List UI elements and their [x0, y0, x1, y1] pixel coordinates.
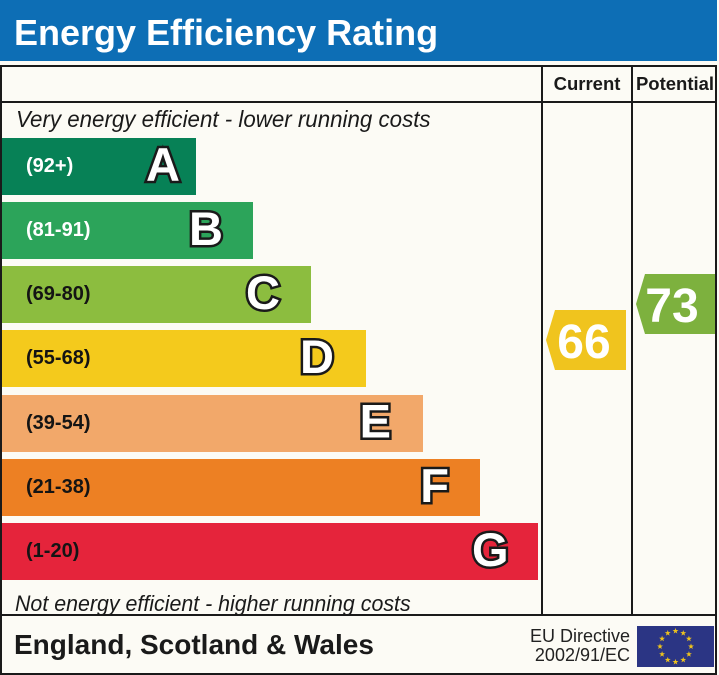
svg-text:C: C [246, 266, 280, 319]
svg-text:G: G [472, 523, 509, 576]
svg-text:73: 73 [645, 280, 698, 333]
svg-text:66: 66 [557, 316, 610, 369]
svg-text:A: A [146, 138, 180, 191]
svg-text:B: B [189, 202, 223, 255]
svg-text:D: D [300, 330, 334, 383]
svg-text:E: E [360, 395, 391, 448]
svg-text:F: F [420, 459, 449, 512]
